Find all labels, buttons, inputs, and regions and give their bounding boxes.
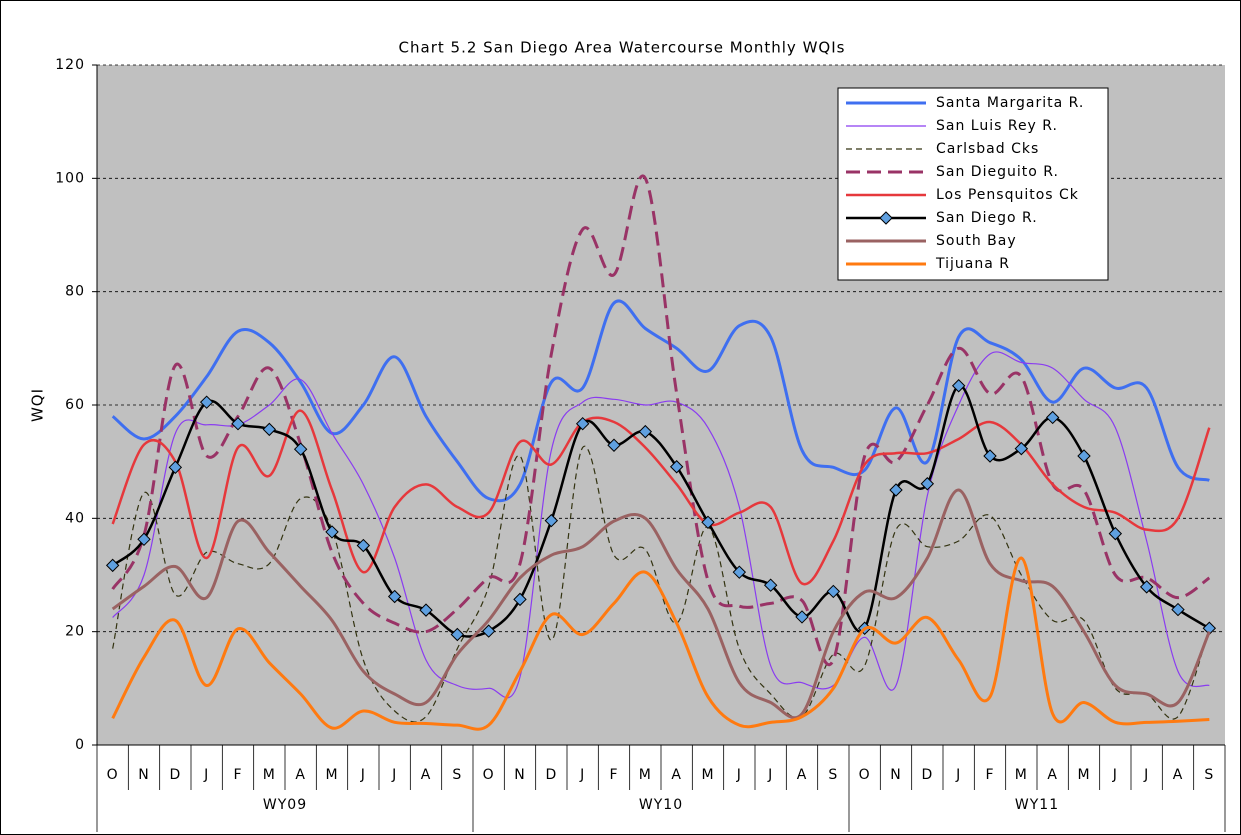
data-point bbox=[669, 460, 684, 474]
data-point bbox=[1077, 449, 1091, 463]
data-point bbox=[763, 578, 778, 592]
data-point bbox=[387, 589, 402, 604]
y-tick-label: 40 bbox=[65, 510, 85, 526]
legend-label: San Luis Rey R. bbox=[936, 118, 1058, 134]
x-tick-label: A bbox=[671, 767, 682, 783]
x-tick-label: S bbox=[828, 767, 838, 783]
x-group-label: WY09 bbox=[263, 797, 307, 813]
x-tick-label: D bbox=[169, 767, 181, 783]
x-tick-label: M bbox=[1077, 767, 1090, 783]
data-point bbox=[325, 525, 339, 539]
data-point bbox=[105, 558, 120, 573]
x-tick-label: J bbox=[203, 767, 209, 783]
data-point bbox=[293, 442, 308, 456]
x-tick-label: J bbox=[955, 767, 961, 783]
x-tick-label: A bbox=[797, 767, 808, 783]
x-tick-label: D bbox=[921, 767, 933, 783]
series-line bbox=[111, 488, 1211, 720]
data-point bbox=[607, 438, 621, 452]
data-point bbox=[983, 449, 997, 463]
x-tick-label: F bbox=[233, 767, 242, 783]
x-tick-label: M bbox=[263, 767, 276, 783]
data-point bbox=[826, 584, 841, 599]
data-point bbox=[1139, 580, 1154, 594]
data-point bbox=[1014, 441, 1029, 456]
x-tick-label: J bbox=[767, 767, 773, 783]
data-point bbox=[231, 416, 245, 431]
x-tick-label: A bbox=[295, 767, 306, 783]
x-group-label: WY11 bbox=[1015, 797, 1059, 813]
legend-label: San Dieguito R. bbox=[936, 164, 1059, 180]
data-point bbox=[1171, 602, 1185, 617]
x-tick-label: M bbox=[325, 767, 338, 783]
y-tick-label: 80 bbox=[65, 284, 85, 300]
legend-label: Los Pensquitos Ck bbox=[936, 187, 1079, 203]
x-tick-label: J bbox=[360, 767, 366, 783]
x-group-label: WY10 bbox=[639, 797, 683, 813]
x-tick-label: O bbox=[107, 767, 119, 783]
x-tick-label: J bbox=[1143, 767, 1149, 783]
y-tick-label: 20 bbox=[65, 624, 85, 640]
legend-label: Tijuana R bbox=[935, 256, 1010, 272]
data-point bbox=[419, 603, 433, 617]
legend-marker bbox=[879, 211, 893, 225]
y-tick-label: 60 bbox=[65, 397, 85, 413]
data-point bbox=[1108, 526, 1123, 541]
x-tick-label: N bbox=[514, 767, 525, 783]
y-axis-label: WQI bbox=[29, 388, 47, 422]
x-tick-label: A bbox=[421, 767, 432, 783]
data-point bbox=[137, 532, 151, 547]
data-point bbox=[168, 460, 183, 475]
data-point bbox=[356, 538, 371, 553]
x-tick-label: N bbox=[138, 767, 149, 783]
data-point bbox=[920, 477, 935, 491]
data-point bbox=[544, 513, 559, 528]
x-tick-label: N bbox=[890, 767, 901, 783]
data-point bbox=[513, 592, 527, 607]
legend-box bbox=[837, 87, 1109, 281]
x-tick-label: M bbox=[701, 767, 714, 783]
x-tick-label: S bbox=[1204, 767, 1214, 783]
data-point bbox=[575, 416, 590, 431]
data-point bbox=[262, 422, 277, 437]
x-tick-label: M bbox=[1015, 767, 1028, 783]
x-tick-label: J bbox=[391, 767, 397, 783]
data-point bbox=[1045, 410, 1060, 425]
x-tick-label: D bbox=[545, 767, 557, 783]
x-tick-label: S bbox=[452, 767, 462, 783]
data-point bbox=[701, 515, 715, 530]
x-tick-label: J bbox=[579, 767, 585, 783]
x-tick-label: J bbox=[736, 767, 742, 783]
data-point bbox=[889, 483, 903, 497]
y-tick-label: 120 bbox=[55, 57, 85, 73]
series-line bbox=[112, 351, 1210, 699]
legend-label: Santa Margarita R. bbox=[936, 95, 1084, 111]
data-point bbox=[638, 424, 653, 439]
x-tick-label: J bbox=[1112, 767, 1118, 783]
data-point bbox=[199, 395, 214, 409]
data-point bbox=[951, 379, 966, 393]
x-tick-label: M bbox=[639, 767, 652, 783]
data-point bbox=[732, 565, 747, 579]
data-point bbox=[481, 624, 496, 638]
legend-label: Carlsbad Cks bbox=[936, 141, 1039, 157]
x-tick-label: F bbox=[985, 767, 994, 783]
x-tick-label: A bbox=[1047, 767, 1058, 783]
x-tick-label: A bbox=[1173, 767, 1184, 783]
chart-title: Chart 5.2 San Diego Area Watercourse Mon… bbox=[399, 39, 846, 57]
y-tick-label: 100 bbox=[55, 170, 85, 186]
data-point bbox=[795, 610, 809, 624]
x-tick-label: O bbox=[859, 767, 871, 783]
data-point bbox=[450, 627, 465, 642]
x-tick-label: F bbox=[609, 767, 618, 783]
y-tick-label: 0 bbox=[75, 737, 85, 753]
x-tick-label: O bbox=[483, 767, 495, 783]
series-line bbox=[111, 174, 1211, 666]
series-line bbox=[111, 556, 1210, 731]
legend-label: South Bay bbox=[936, 233, 1017, 249]
legend-label: San Diego R. bbox=[936, 210, 1038, 226]
